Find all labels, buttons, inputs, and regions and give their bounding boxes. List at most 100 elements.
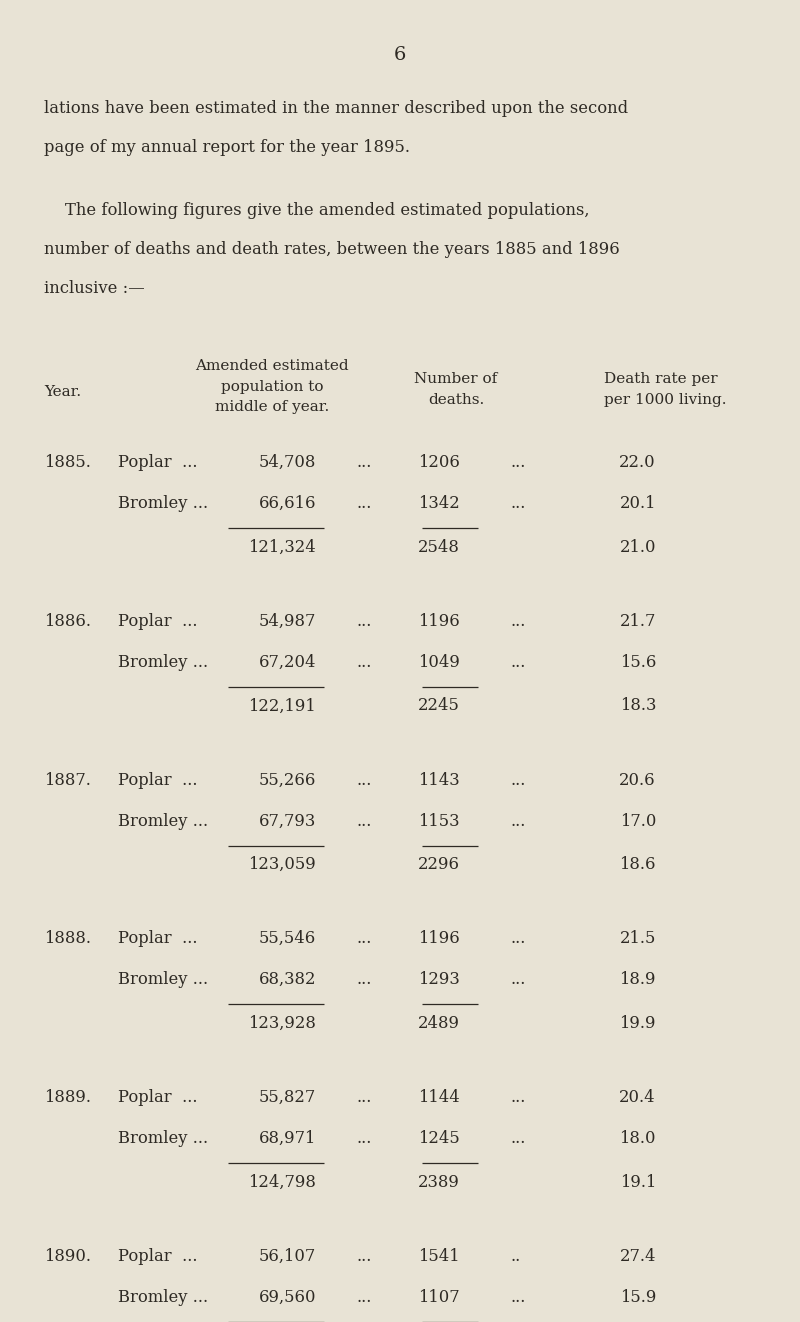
Text: 20.1: 20.1 [619,494,656,512]
Text: 18.9: 18.9 [619,972,656,989]
Text: ..: .. [510,1248,521,1265]
Text: ...: ... [356,931,371,948]
Text: Bromley ...: Bromley ... [118,1289,209,1306]
Text: 69,560: 69,560 [258,1289,316,1306]
Text: 68,382: 68,382 [258,972,316,989]
Text: 6: 6 [394,46,406,65]
Text: 17.0: 17.0 [620,813,656,829]
Text: 21.5: 21.5 [620,931,656,948]
Text: 21.0: 21.0 [619,539,656,555]
Text: ...: ... [356,494,371,512]
Text: ...: ... [356,1289,371,1306]
Text: Year.: Year. [44,385,81,399]
Text: ...: ... [510,931,526,948]
Text: 1206: 1206 [418,453,460,471]
Text: 1888.: 1888. [44,931,91,948]
Text: 19.1: 19.1 [620,1174,656,1191]
Text: 1342: 1342 [418,494,460,512]
Text: 66,616: 66,616 [258,494,316,512]
Text: Bromley ...: Bromley ... [118,972,209,989]
Text: 123,059: 123,059 [248,857,316,874]
Text: 55,266: 55,266 [258,772,316,788]
Text: 124,798: 124,798 [248,1174,316,1191]
Text: Death rate per
per 1000 living.: Death rate per per 1000 living. [604,371,726,407]
Text: The following figures give the amended estimated populations,: The following figures give the amended e… [44,202,590,219]
Text: Poplar  ...: Poplar ... [118,1089,198,1107]
Text: 1143: 1143 [418,772,460,788]
Text: ...: ... [356,1130,371,1147]
Text: ...: ... [510,1089,526,1107]
Text: 1153: 1153 [418,813,460,829]
Text: 2489: 2489 [418,1015,460,1032]
Text: ...: ... [510,453,526,471]
Text: ...: ... [510,1130,526,1147]
Text: 20.6: 20.6 [619,772,656,788]
Text: 1886.: 1886. [44,613,91,629]
Text: 18.3: 18.3 [620,698,656,714]
Text: 121,324: 121,324 [248,539,316,555]
Text: 1887.: 1887. [44,772,91,788]
Text: 54,708: 54,708 [258,453,316,471]
Text: ...: ... [356,453,371,471]
Text: 22.0: 22.0 [619,453,656,471]
Text: 21.7: 21.7 [620,613,656,629]
Text: 68,971: 68,971 [258,1130,316,1147]
Text: ...: ... [356,772,371,788]
Text: 123,928: 123,928 [248,1015,316,1032]
Text: 1245: 1245 [418,1130,460,1147]
Text: 1144: 1144 [418,1089,460,1107]
Text: 15.9: 15.9 [620,1289,656,1306]
Text: 67,204: 67,204 [258,654,316,670]
Text: Number of
deaths.: Number of deaths. [414,371,498,407]
Text: 1049: 1049 [418,654,460,670]
Text: Poplar  ...: Poplar ... [118,772,198,788]
Text: Bromley ...: Bromley ... [118,654,209,670]
Text: 1196: 1196 [418,613,460,629]
Text: 20.4: 20.4 [619,1089,656,1107]
Text: 2245: 2245 [418,698,460,714]
Text: 1293: 1293 [418,972,460,989]
Text: Bromley ...: Bromley ... [118,494,209,512]
Text: ...: ... [510,772,526,788]
Text: 122,191: 122,191 [248,698,316,714]
Text: 27.4: 27.4 [619,1248,656,1265]
Text: 1885.: 1885. [44,453,91,471]
Text: 18.0: 18.0 [619,1130,656,1147]
Text: 1889.: 1889. [44,1089,91,1107]
Text: 1541: 1541 [418,1248,460,1265]
Text: 2389: 2389 [418,1174,460,1191]
Text: 15.6: 15.6 [620,654,656,670]
Text: 18.6: 18.6 [619,857,656,874]
Text: 55,546: 55,546 [258,931,316,948]
Text: inclusive :—: inclusive :— [44,280,145,297]
Text: page of my annual report for the year 1895.: page of my annual report for the year 18… [44,139,410,156]
Text: ...: ... [510,613,526,629]
Text: 2296: 2296 [418,857,460,874]
Text: Poplar  ...: Poplar ... [118,931,198,948]
Text: Poplar  ...: Poplar ... [118,1248,198,1265]
Text: 1107: 1107 [418,1289,460,1306]
Text: Bromley ...: Bromley ... [118,813,209,829]
Text: 55,827: 55,827 [258,1089,316,1107]
Text: ...: ... [356,613,371,629]
Text: ...: ... [356,654,371,670]
Text: ...: ... [510,972,526,989]
Text: ...: ... [356,813,371,829]
Text: ...: ... [510,813,526,829]
Text: ...: ... [356,972,371,989]
Text: 1890.: 1890. [44,1248,91,1265]
Text: number of deaths and death rates, between the years 1885 and 1896: number of deaths and death rates, betwee… [44,241,620,258]
Text: ...: ... [510,494,526,512]
Text: ...: ... [356,1089,371,1107]
Text: Bromley ...: Bromley ... [118,1130,209,1147]
Text: 19.9: 19.9 [619,1015,656,1032]
Text: lations have been estimated in the manner described upon the second: lations have been estimated in the manne… [44,100,628,118]
Text: 67,793: 67,793 [258,813,316,829]
Text: ...: ... [510,1289,526,1306]
Text: 56,107: 56,107 [258,1248,316,1265]
Text: 54,987: 54,987 [258,613,316,629]
Text: Poplar  ...: Poplar ... [118,613,198,629]
Text: 2548: 2548 [418,539,460,555]
Text: Amended estimated
population to
middle of year.: Amended estimated population to middle o… [195,358,349,414]
Text: ...: ... [510,654,526,670]
